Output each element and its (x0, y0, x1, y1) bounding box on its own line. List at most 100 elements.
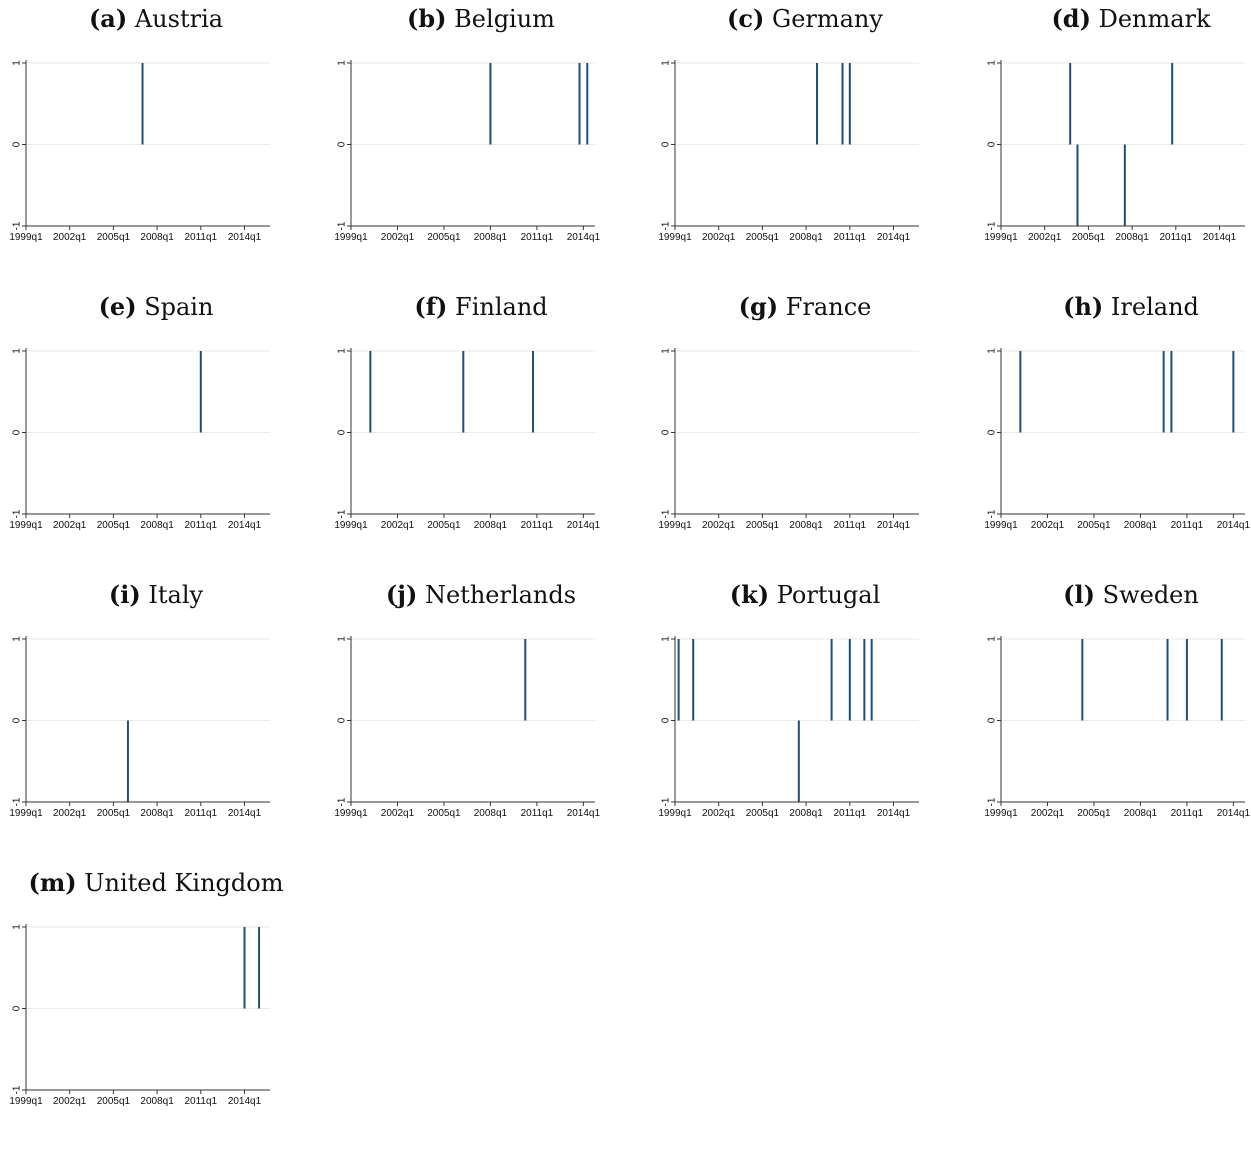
y-tick-label: 0 (12, 429, 23, 435)
y-tick-label: 0 (987, 141, 998, 147)
x-tick-label: 2011q1 (833, 232, 866, 243)
x-tick-label: 2008q1 (474, 520, 508, 531)
chart-plot: -1 0 1 1999q1 2002q1 2005q1 2008q1 2011q1 2014q1 (334, 348, 601, 531)
y-tick-label: 1 (337, 636, 348, 642)
x-tick-label: 1999q1 (658, 808, 692, 819)
x-tick-label: 2011q1 (184, 232, 217, 243)
x-tick-label: 1999q1 (9, 808, 43, 819)
panel-country-name: Germany (772, 5, 883, 33)
x-tick-label: 2002q1 (1028, 232, 1062, 243)
y-tick-label: 0 (337, 429, 348, 435)
y-tick-label: 0 (987, 429, 998, 435)
chart-plot: -1 0 1 1999q1 2002q1 2005q1 2008q1 2011q1 2014q1 (334, 636, 601, 819)
panel-austria: (a) Austria -1 0 1 1999q1 2002q1 2005q1 2008q1 2… (0, 0, 312, 288)
x-tick-label: 2002q1 (53, 520, 87, 531)
x-tick-label: 2011q1 (184, 1096, 217, 1107)
x-tick-label: 2005q1 (97, 520, 131, 531)
chart-plot: -1 0 1 1999q1 2002q1 2005q1 2008q1 2011q1 2014q1 (658, 636, 919, 819)
y-tick-label: -1 (12, 1085, 23, 1094)
x-tick-label: 2005q1 (97, 232, 131, 243)
y-tick-label: 0 (337, 717, 348, 723)
y-tick-label: 1 (987, 348, 998, 354)
y-tick-label: 0 (661, 141, 672, 147)
chart-plot: -1 0 1 1999q1 2002q1 2005q1 2008q1 2011q1 2014q1 (658, 60, 919, 243)
panel-letter: (f) (414, 292, 448, 321)
x-tick-label: 2002q1 (1031, 808, 1065, 819)
panel-title: (b) Belgium (325, 4, 637, 34)
x-tick-label: 1999q1 (334, 520, 368, 531)
x-tick-label: 2008q1 (140, 1096, 174, 1107)
x-tick-label: 1999q1 (9, 232, 43, 243)
x-tick-label: 2011q1 (184, 808, 217, 819)
x-tick-label: 2008q1 (789, 232, 823, 243)
x-tick-label: 2005q1 (1077, 520, 1111, 531)
y-tick-label: 0 (12, 1005, 23, 1011)
x-tick-label: 2008q1 (140, 232, 174, 243)
panel-country-name: Belgium (454, 5, 555, 33)
y-tick-label: -1 (337, 221, 348, 230)
x-tick-label: 2008q1 (474, 232, 508, 243)
panel-belgium: (b) Belgium -1 0 1 1999q1 2002q1 2005q1 2008q1 2… (325, 0, 637, 288)
y-tick-label: 0 (12, 141, 23, 147)
panel-letter: (c) (727, 4, 765, 33)
panel-country-name: Portugal (776, 581, 881, 609)
x-tick-label: 1999q1 (334, 808, 368, 819)
x-tick-label: 2002q1 (381, 808, 415, 819)
panel-denmark: (d) Denmark -1 0 1 1999q1 2002q1 2005q1 2008q1 2… (975, 0, 1251, 288)
x-tick-label: 2011q1 (521, 232, 554, 243)
y-tick-label: -1 (987, 797, 998, 806)
x-tick-label: 2014q1 (1203, 232, 1237, 243)
x-tick-label: 2014q1 (1217, 808, 1251, 819)
panel-italy: (i) Italy -1 0 1 1999q1 2002q1 2005q1 2008q1 201… (0, 576, 312, 864)
panel-country-name: France (785, 293, 872, 321)
x-tick-label: 2005q1 (97, 808, 131, 819)
x-tick-label: 2005q1 (427, 808, 461, 819)
panel-letter: (e) (98, 292, 137, 321)
x-tick-label: 2008q1 (789, 520, 823, 531)
panel-letter: (i) (108, 580, 141, 609)
x-tick-label: 2008q1 (789, 808, 823, 819)
y-tick-label: -1 (337, 509, 348, 518)
x-tick-label: 1999q1 (658, 232, 692, 243)
panel-letter: (b) (407, 4, 447, 33)
x-tick-label: 2014q1 (567, 520, 601, 531)
y-tick-label: 1 (12, 60, 23, 66)
x-tick-label: 1999q1 (9, 520, 43, 531)
panel-country-name: United Kingdom (84, 869, 284, 897)
x-tick-label: 2005q1 (427, 520, 461, 531)
x-tick-label: 2014q1 (877, 232, 911, 243)
panel-title: (j) Netherlands (325, 580, 637, 610)
y-tick-label: 1 (12, 348, 23, 354)
panel-letter: (a) (88, 4, 128, 33)
x-tick-label: 2002q1 (1031, 520, 1065, 531)
y-tick-label: -1 (12, 797, 23, 806)
x-tick-label: 2014q1 (567, 808, 601, 819)
panel-country-name: Spain (144, 293, 214, 321)
panel-country-name: Netherlands (424, 581, 577, 609)
y-tick-label: 1 (337, 60, 348, 66)
x-tick-label: 2014q1 (877, 520, 911, 531)
panel-title: (h) Ireland (975, 292, 1251, 322)
chart-plot: -1 0 1 1999q1 2002q1 2005q1 2008q1 2011q1 2014q1 (984, 348, 1250, 531)
x-tick-label: 2014q1 (228, 1096, 262, 1107)
x-tick-label: 2005q1 (746, 808, 780, 819)
x-tick-label: 2002q1 (381, 520, 415, 531)
panel-title: (g) France (649, 292, 961, 322)
panel-letter: (l) (1063, 580, 1095, 609)
y-tick-label: -1 (12, 509, 23, 518)
y-tick-label: 0 (12, 717, 23, 723)
y-tick-label: 1 (661, 60, 672, 66)
y-tick-label: -1 (337, 797, 348, 806)
chart-plot: -1 0 1 1999q1 2002q1 2005q1 2008q1 2011q1 2014q1 (9, 924, 270, 1107)
y-tick-label: 0 (661, 717, 672, 723)
y-tick-label: 1 (661, 348, 672, 354)
x-tick-label: 2002q1 (702, 808, 736, 819)
panel-sweden: (l) Sweden -1 0 1 1999q1 2002q1 2005q1 2008q1 20… (975, 576, 1251, 864)
panel-title: (k) Portugal (649, 580, 961, 610)
panel-letter: (g) (738, 292, 779, 321)
x-tick-label: 2002q1 (381, 232, 415, 243)
panel-title: (c) Germany (649, 4, 961, 34)
panel-country-name: Austria (134, 5, 224, 33)
x-tick-label: 2008q1 (140, 808, 174, 819)
x-tick-label: 2011q1 (833, 520, 866, 531)
